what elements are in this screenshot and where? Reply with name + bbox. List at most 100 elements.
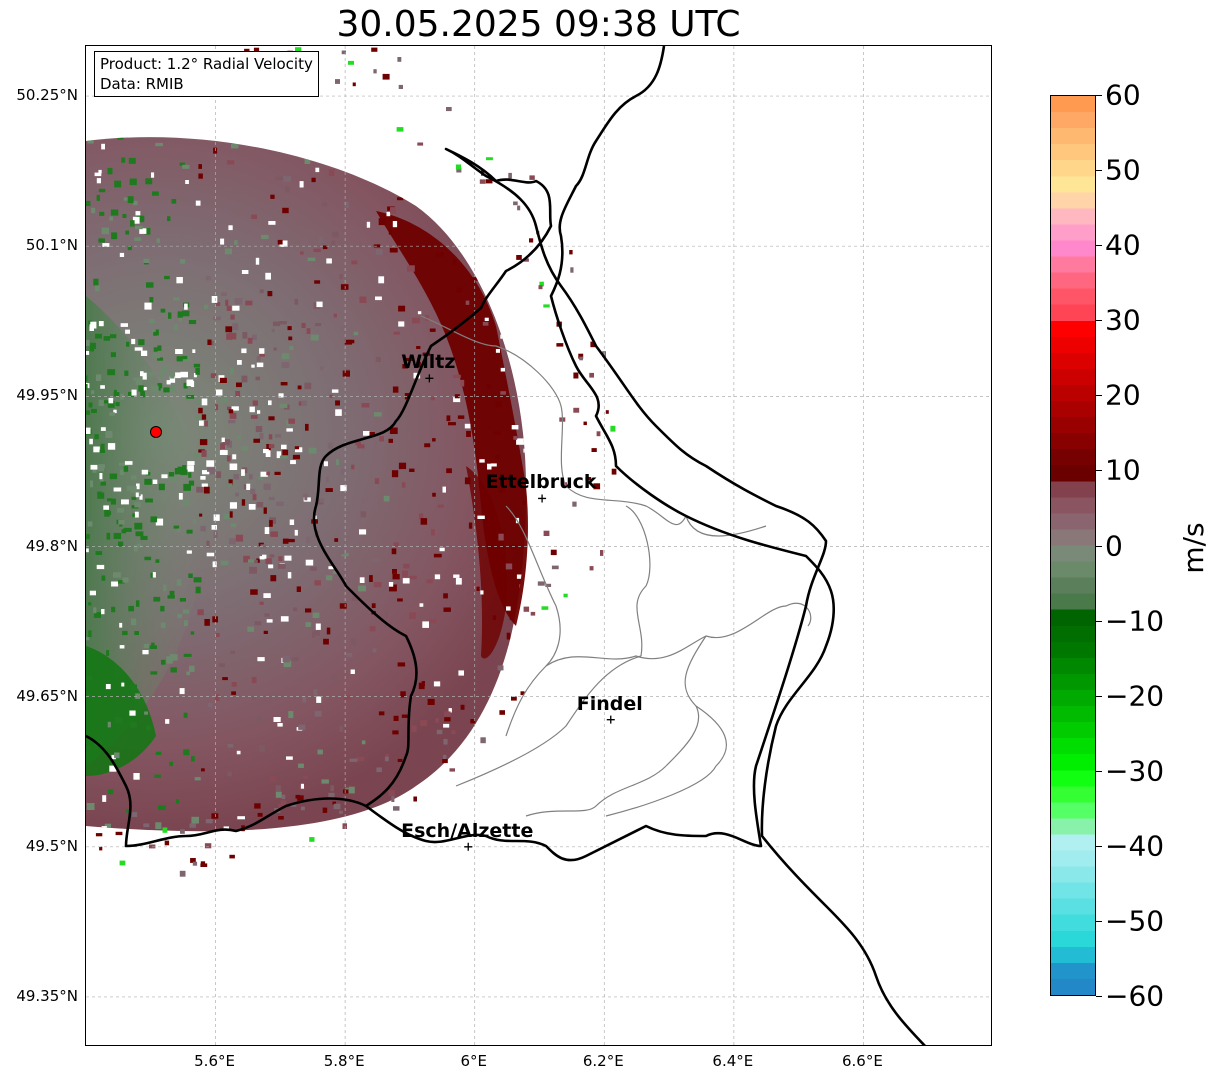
echo-pixel (282, 449, 289, 456)
echo-pixel (252, 695, 257, 700)
echo-pixel (183, 653, 192, 657)
echo-pixel (506, 344, 510, 349)
echo-pixel (211, 296, 218, 303)
echo-pixel (127, 132, 131, 135)
echo-pixel (249, 474, 253, 480)
echo-pixel (378, 711, 385, 716)
colorbar-tick-label: 10 (1105, 453, 1141, 487)
echo-pixel (477, 515, 485, 519)
echo-pixel (213, 316, 221, 321)
echo-pixel (551, 394, 555, 398)
echo-pixel (193, 452, 199, 459)
echo-pixel (457, 415, 465, 419)
echo-pixel (282, 207, 289, 214)
echo-pixel (227, 771, 232, 777)
echo-pixel (271, 328, 275, 333)
echo-pixel (133, 200, 138, 206)
echo-pixel (351, 464, 355, 470)
echo-pixel (573, 372, 579, 379)
echo-pixel (250, 589, 258, 595)
echo-pixel (95, 284, 100, 292)
echo-pixel (131, 618, 137, 626)
echo-pixel (193, 373, 197, 378)
echo-pixel (456, 287, 462, 293)
echo-pixel (110, 498, 116, 505)
echo-pixel (496, 307, 504, 315)
echo-pixel (302, 696, 307, 703)
echo-pixel (277, 563, 286, 569)
echo-pixel (89, 345, 94, 352)
echo-pixel (299, 181, 304, 188)
echo-pixel (136, 215, 145, 223)
echo-pixel (150, 572, 155, 578)
echo-pixel (269, 520, 273, 527)
echo-pixel (326, 627, 331, 635)
echo-pixel (260, 471, 268, 477)
echo-pixel (102, 243, 110, 247)
echo-pixel (86, 803, 95, 810)
echo-pixel (531, 462, 537, 465)
echo-pixel (235, 534, 243, 542)
echo-pixel (110, 209, 119, 216)
echo-pixel (234, 240, 238, 245)
echo-pixel (350, 638, 356, 646)
echo-pixel (282, 655, 290, 663)
echo-pixel (91, 408, 97, 413)
echo-pixel (189, 823, 196, 828)
echo-pixel (316, 696, 322, 703)
echo-pixel (195, 415, 201, 420)
echo-pixel (281, 353, 290, 360)
echo-pixel (357, 444, 365, 449)
echo-pixel (105, 684, 111, 690)
echo-pixel (131, 338, 136, 345)
echo-pixel (393, 331, 400, 335)
echo-pixel (246, 483, 251, 490)
echo-pixel (455, 164, 462, 170)
echo-pixel (175, 799, 179, 804)
approaching-echo-area (86, 296, 206, 766)
echo-pixel (243, 555, 250, 563)
echo-pixel (146, 725, 152, 730)
echo-pixel (259, 433, 264, 440)
echo-pixel (200, 525, 206, 532)
echo-pixel (452, 259, 457, 266)
echo-pixel (200, 861, 206, 867)
echo-pixel (389, 427, 398, 434)
echo-pixel (144, 478, 152, 485)
echo-pixel (188, 320, 197, 325)
echo-pixel (164, 840, 170, 846)
echo-pixel (425, 314, 430, 321)
echo-pixel (339, 810, 343, 814)
echo-pixel (383, 495, 390, 502)
echo-pixel (250, 415, 258, 419)
echo-pixel (310, 566, 317, 571)
echo-pixel (243, 484, 248, 490)
echo-pixel (241, 375, 248, 383)
echo-pixel (442, 486, 446, 493)
colorbar-tick-label: −60 (1105, 979, 1165, 1013)
echo-pixel (330, 127, 337, 132)
echo-pixel (480, 590, 484, 595)
echo-pixel (135, 693, 141, 699)
echo-pixel (97, 466, 105, 472)
echo-pixel (129, 178, 137, 186)
echo-pixel (157, 357, 164, 361)
echo-pixel (556, 343, 564, 347)
echo-pixel (285, 186, 290, 193)
colorbar-tick-mark (1096, 695, 1102, 697)
echo-pixel (317, 749, 323, 755)
echo-pixel (360, 511, 367, 518)
echo-pixel (130, 486, 137, 493)
echo-pixel (499, 710, 505, 715)
echo-pixel (145, 178, 153, 185)
echo-pixel (505, 563, 513, 570)
echo-pixel (98, 321, 104, 327)
echo-pixel (138, 385, 144, 392)
echo-pixel (139, 494, 143, 500)
colorbar-tick-mark (1096, 920, 1102, 922)
echo-pixel (368, 432, 375, 437)
map-area[interactable] (85, 45, 992, 1046)
echo-pixel (322, 245, 328, 250)
echo-pixel (422, 621, 429, 628)
radar-echo-layer (86, 47, 617, 877)
